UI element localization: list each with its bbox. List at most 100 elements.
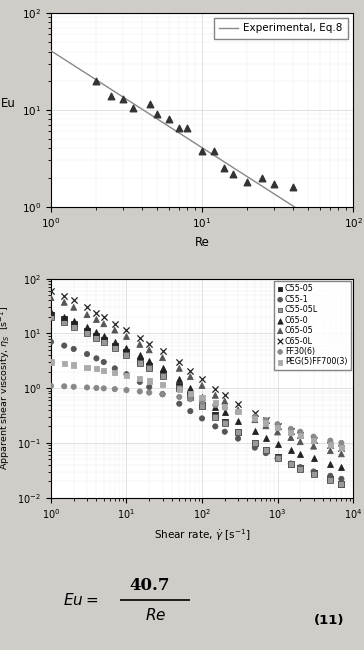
C65-0 [112, 337, 118, 347]
Point [271, 179, 277, 190]
C65-05 [252, 415, 258, 425]
C55-1 [252, 443, 258, 453]
C65-0 [235, 416, 241, 426]
PEG(5)FF700(3) [177, 385, 182, 395]
C65-0 [187, 382, 193, 393]
C65-0L [222, 390, 228, 400]
C55-1 [275, 453, 281, 463]
C55-1 [213, 421, 218, 432]
C65-0 [177, 374, 182, 385]
Point [259, 172, 265, 183]
C55-1 [71, 344, 76, 354]
C55-05 [94, 331, 99, 341]
PEG(5)FF700(3) [94, 364, 99, 374]
C65-0 [339, 462, 344, 472]
Point [245, 177, 250, 187]
C65-05 [275, 427, 281, 437]
C65-0 [288, 445, 294, 455]
PEG(5)FF700(3) [339, 443, 344, 453]
C55-05L [311, 469, 317, 479]
C55-1 [137, 377, 143, 387]
FF30(6) [101, 384, 107, 394]
FF30(6) [160, 389, 166, 400]
Point [185, 123, 190, 133]
C65-0L [297, 430, 303, 441]
C65-0L [199, 374, 205, 385]
C65-05 [263, 421, 269, 431]
C55-05L [222, 418, 228, 428]
PEG(5)FF700(3) [222, 401, 228, 411]
Point [211, 146, 217, 156]
PEG(5)FF700(3) [112, 368, 118, 378]
C65-05 [146, 344, 152, 355]
PEG(5)FF700(3) [124, 370, 130, 381]
PEG(5)FF700(3) [235, 407, 241, 417]
FF30(6) [213, 400, 218, 410]
FF30(6) [275, 419, 281, 430]
C65-0 [62, 312, 67, 322]
C55-05 [187, 390, 193, 400]
C65-0 [328, 458, 333, 469]
C65-05 [235, 405, 241, 415]
C55-05L [297, 463, 303, 474]
C65-0L [213, 384, 218, 395]
C65-0L [328, 439, 333, 450]
C65-0L [275, 421, 281, 431]
C65-0 [124, 343, 130, 353]
C55-05L [146, 363, 152, 374]
C65-0L [112, 318, 118, 329]
C55-05L [235, 427, 241, 437]
C65-0 [263, 432, 269, 443]
C55-05 [137, 356, 143, 366]
C55-1 [160, 389, 166, 399]
C65-05 [339, 448, 344, 459]
C55-05L [213, 411, 218, 422]
C55-05L [101, 337, 107, 347]
C55-05 [339, 478, 344, 489]
Point [290, 182, 296, 192]
C55-1 [187, 406, 193, 417]
C55-05 [311, 468, 317, 478]
FF30(6) [84, 382, 90, 393]
C55-05L [252, 438, 258, 448]
C65-0 [71, 316, 76, 326]
C55-1 [288, 458, 294, 469]
C55-1 [124, 369, 130, 380]
C55-1 [62, 341, 67, 351]
C65-05 [328, 445, 333, 456]
PEG(5)FF700(3) [146, 376, 152, 386]
C65-0L [235, 398, 241, 409]
C55-05 [213, 410, 218, 421]
PEG(5)FF700(3) [213, 397, 218, 408]
C55-05 [146, 361, 152, 372]
C65-05 [288, 432, 294, 443]
C65-05 [84, 309, 90, 320]
C65-0 [222, 408, 228, 418]
C65-05 [112, 325, 118, 335]
C55-05 [177, 381, 182, 391]
FF30(6) [112, 384, 118, 395]
C55-1 [101, 357, 107, 367]
C65-05 [62, 297, 67, 307]
C65-0L [62, 291, 67, 302]
C65-0L [124, 325, 130, 335]
PEG(5)FF700(3) [62, 359, 67, 369]
C55-05L [263, 445, 269, 456]
C65-0 [311, 453, 317, 463]
C55-05L [124, 350, 130, 360]
C55-05 [263, 445, 269, 455]
FF30(6) [199, 396, 205, 407]
C65-05 [297, 437, 303, 447]
C65-05 [71, 302, 76, 313]
Y-axis label: Eu: Eu [0, 97, 15, 110]
C65-0L [187, 365, 193, 376]
PEG(5)FF700(3) [263, 418, 269, 428]
C55-05L [187, 391, 193, 402]
PEG(5)FF700(3) [297, 430, 303, 441]
Point [230, 168, 236, 179]
C65-05 [177, 363, 182, 374]
C65-0L [101, 312, 107, 322]
FF30(6) [94, 383, 99, 393]
C65-0L [252, 408, 258, 419]
C55-1 [84, 349, 90, 359]
